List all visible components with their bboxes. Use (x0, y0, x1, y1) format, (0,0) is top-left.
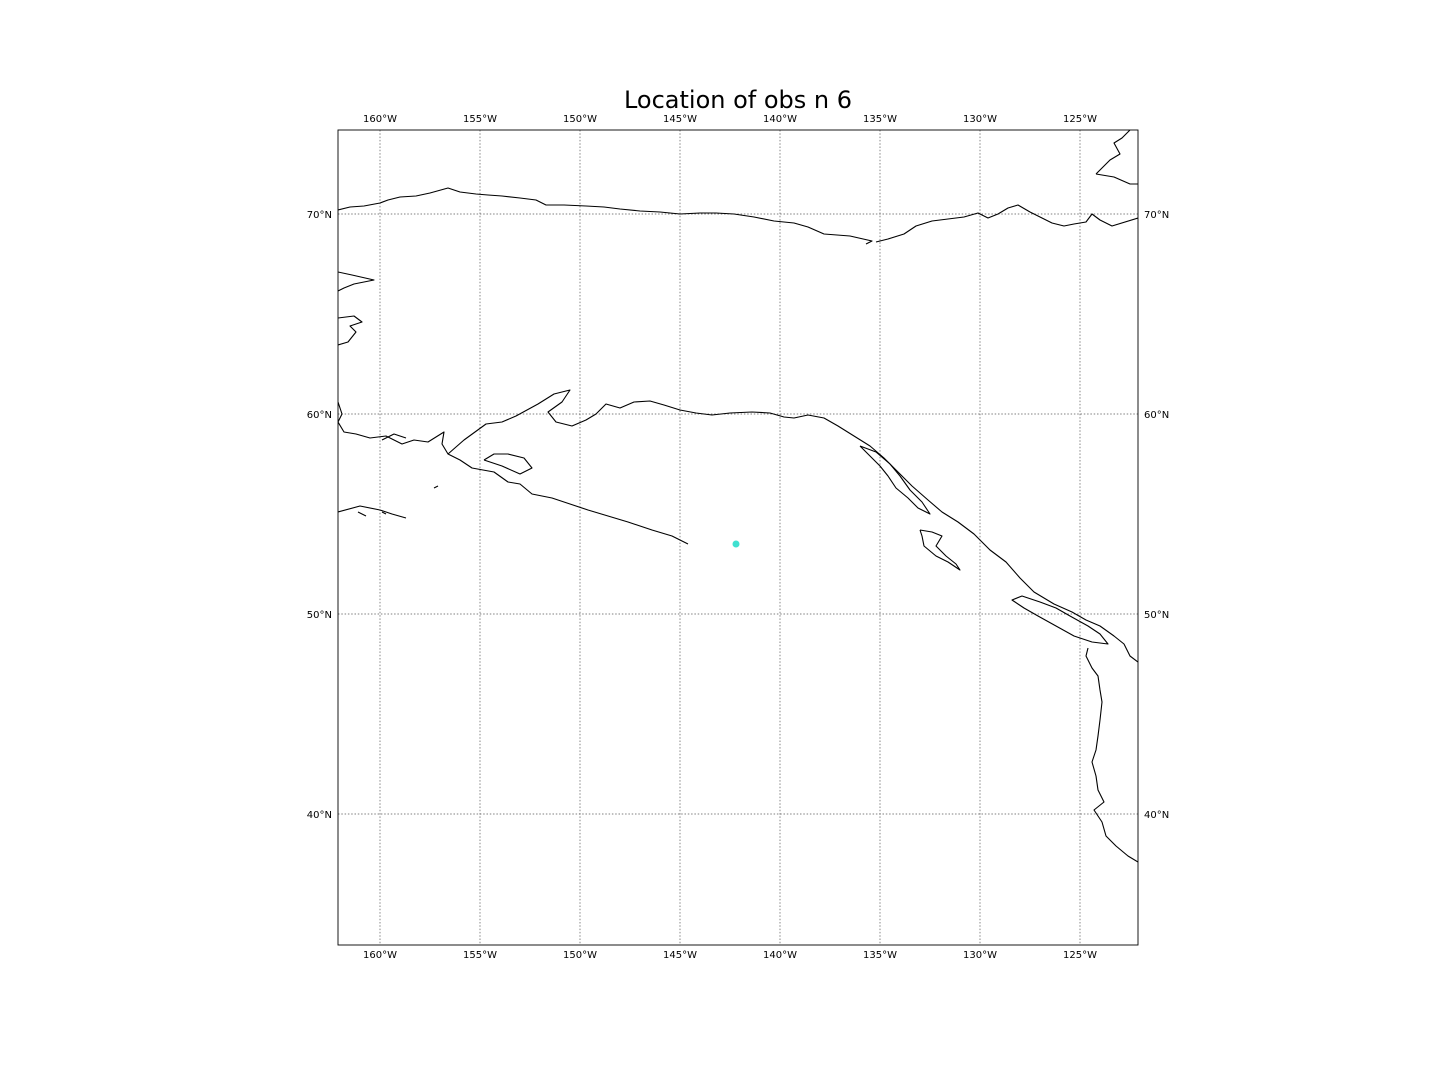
coastline-segment (338, 187, 873, 245)
lon-tick-label-bottom: 130°W (963, 950, 997, 961)
coastline-segment (338, 401, 689, 545)
coastline-segment (1011, 595, 1109, 645)
lon-tick-label-bottom: 125°W (1063, 950, 1097, 961)
lon-tick-label-bottom: 150°W (563, 950, 597, 961)
lon-tick-label-bottom: 160°W (363, 950, 397, 961)
lon-tick-label-top: 140°W (763, 114, 797, 125)
lat-tick-label-left: 60°N (307, 410, 332, 421)
lon-tick-label-bottom: 145°W (663, 950, 697, 961)
lat-tick-label-left: 40°N (307, 810, 332, 821)
observation-markers (732, 540, 740, 548)
coastline-segment (1095, 173, 1138, 185)
coastline-segment (381, 433, 407, 441)
coastline-segment (338, 271, 375, 292)
observation-point (732, 540, 740, 548)
map-frame (337, 129, 1139, 946)
tick-labels: 160°W 160°W 155°W 155°W 150°W 150°W 145°W 145°W… (307, 114, 1169, 961)
lon-tick-label-bottom: 155°W (463, 950, 497, 961)
coastline-segment (1095, 130, 1131, 175)
lon-tick-label-top: 155°W (463, 114, 497, 125)
lat-tick-label-left: 70°N (307, 210, 332, 221)
lat-tick-label-left: 50°N (307, 610, 332, 621)
lon-tick-label-top: 130°W (963, 114, 997, 125)
coastline-segment (875, 204, 1138, 243)
map-title: Location of obs n 6 (624, 86, 852, 114)
lon-tick-label-bottom: 135°W (863, 950, 897, 961)
lon-tick-label-top: 135°W (863, 114, 897, 125)
lon-tick-label-top: 125°W (1063, 114, 1097, 125)
coastline-segment (447, 389, 1138, 663)
graticule (338, 130, 1138, 945)
lon-tick-label-bottom: 140°W (763, 950, 797, 961)
lat-tick-label-right: 70°N (1144, 210, 1169, 221)
coastline-segment (381, 511, 387, 515)
coastline-segment (357, 511, 367, 517)
coastline-segment (859, 445, 931, 515)
coastlines (338, 130, 1138, 863)
lon-tick-label-top: 160°W (363, 114, 397, 125)
coastline-segment (338, 505, 407, 519)
coastline-segment (919, 529, 961, 571)
lon-tick-label-top: 150°W (563, 114, 597, 125)
lon-tick-label-top: 145°W (663, 114, 697, 125)
lat-tick-label-right: 50°N (1144, 610, 1169, 621)
coastline-segment (433, 485, 439, 489)
lat-tick-label-right: 40°N (1144, 810, 1169, 821)
coastline-segment (1085, 647, 1138, 863)
coastline-segment (483, 453, 533, 475)
coastline-segment (338, 315, 363, 346)
lat-tick-label-right: 60°N (1144, 410, 1169, 421)
